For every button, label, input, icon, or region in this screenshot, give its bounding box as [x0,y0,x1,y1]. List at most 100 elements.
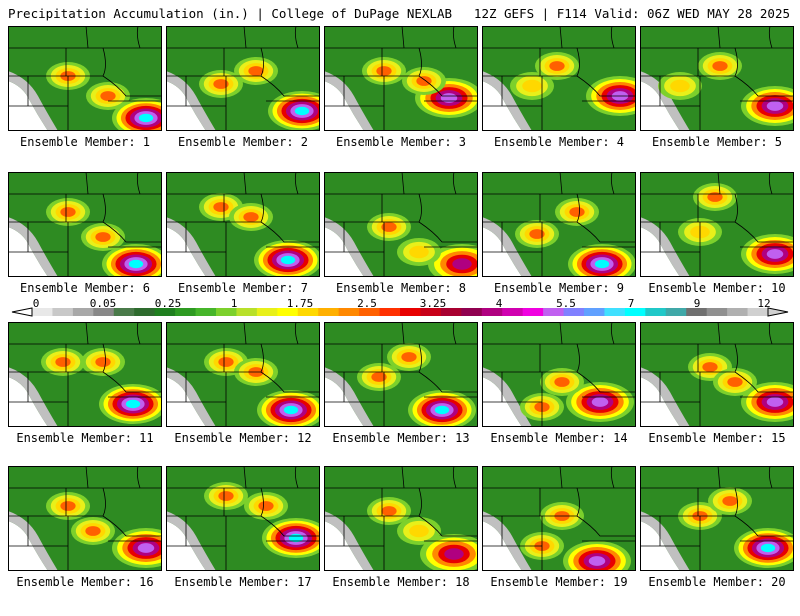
precipitation-map [640,466,794,571]
colorbar-bin [359,308,381,316]
colorbar-bin [236,308,258,316]
ensemble-member-panel: Ensemble Member: 14 [482,322,636,472]
ensemble-member-panel: Ensemble Member: 2 [166,26,320,176]
colorbar-bin [440,308,462,316]
colorbar-bin [277,308,299,316]
colorbar-bin [338,308,360,316]
member-label: Ensemble Member: 5 [651,135,783,149]
colorbar-bin [195,308,217,316]
colorbar-tick-label: 3.25 [419,297,447,310]
member-label: Ensemble Member: 8 [335,281,467,295]
colorbar-bin [522,308,544,316]
colorbar-bin [134,308,156,316]
member-label: Ensemble Member: 20 [648,575,786,589]
colorbar-bin [93,308,115,316]
colorbar-bin [624,308,646,316]
colorbar-bin [154,308,176,316]
colorbar-bin [584,308,605,316]
member-label: Ensemble Member: 13 [332,431,470,445]
precipitation-map [482,466,636,571]
precipitation-map [640,322,794,427]
colorbar-tick-label: 1 [230,297,238,310]
precipitation-map [640,172,794,277]
precipitation-map [8,26,162,131]
colorbar-bin [727,308,749,316]
precipitation-map [482,172,636,277]
ensemble-member-panel: Ensemble Member: 17 [166,466,320,616]
member-label: Ensemble Member: 3 [335,135,467,149]
ensemble-member-panel: Ensemble Member: 10 [640,172,794,322]
ensemble-member-panel: Ensemble Member: 12 [166,322,320,472]
member-label: Ensemble Member: 1 [19,135,151,149]
ensemble-member-panel: Ensemble Member: 6 [8,172,162,322]
precipitation-map [166,172,320,277]
ensemble-member-panel: Ensemble Member: 5 [640,26,794,176]
colorbar-tick-label: 0.05 [89,297,117,310]
ensemble-member-panel: Ensemble Member: 7 [166,172,320,322]
colorbar-tick-label: 5.5 [556,297,576,310]
precipitation-colorbar [11,307,789,317]
ensemble-member-panel: Ensemble Member: 8 [324,172,478,322]
map-title: Precipitation Accumulation (in.) | Colle… [8,6,453,21]
colorbar-bin [32,308,53,316]
precipitation-map [166,26,320,131]
ensemble-member-panel: Ensemble Member: 15 [640,322,794,472]
colorbar-tick-label: 9 [693,297,701,310]
colorbar-bin [52,308,74,316]
ensemble-member-panel: Ensemble Member: 20 [640,466,794,616]
precipitation-map [166,466,320,571]
precipitation-map [8,172,162,277]
colorbar-bin [543,308,565,316]
colorbar-bin [706,308,728,316]
colorbar-bin [481,308,503,316]
colorbar-tick-label: 1.75 [286,297,314,310]
member-label: Ensemble Member: 6 [19,281,151,295]
member-label: Ensemble Member: 2 [177,135,309,149]
member-label: Ensemble Member: 10 [648,281,786,295]
colorbar-bin [72,308,94,316]
colorbar-bin [665,308,687,316]
ensemble-member-panel: Ensemble Member: 18 [324,466,478,616]
member-label: Ensemble Member: 12 [174,431,312,445]
ensemble-member-panel: Ensemble Member: 11 [8,322,162,472]
colorbar-left-arrow [11,307,33,317]
colorbar-bin [563,308,585,316]
colorbar-bin [400,308,421,316]
ensemble-member-panel: Ensemble Member: 9 [482,172,636,322]
member-label: Ensemble Member: 16 [16,575,154,589]
colorbar-bin [604,308,626,316]
colorbar-bin [379,308,401,316]
colorbar-bin [318,308,340,316]
member-label: Ensemble Member: 18 [332,575,470,589]
ensemble-member-panel: Ensemble Member: 13 [324,322,478,472]
colorbar-bin [502,308,524,316]
member-label: Ensemble Member: 19 [490,575,628,589]
ensemble-member-panel: Ensemble Member: 3 [324,26,478,176]
member-label: Ensemble Member: 7 [177,281,309,295]
colorbar-bin [645,308,667,316]
ensemble-member-panel: Ensemble Member: 16 [8,466,162,616]
ensemble-member-panel: Ensemble Member: 19 [482,466,636,616]
colorbar-bin [420,308,442,316]
member-label: Ensemble Member: 14 [490,431,628,445]
member-label: Ensemble Member: 11 [16,431,154,445]
precipitation-map [324,26,478,131]
member-label: Ensemble Member: 17 [174,575,312,589]
ensemble-member-panel: Ensemble Member: 1 [8,26,162,176]
colorbar-bin [747,308,769,316]
colorbar-bin [686,308,708,316]
precipitation-map [640,26,794,131]
precipitation-map [8,322,162,427]
colorbar-tick-label: 12 [757,297,771,310]
precipitation-map [8,466,162,571]
precipitation-map [482,322,636,427]
colorbar-bin [256,308,278,316]
colorbar-tick-label: 4 [495,297,503,310]
precipitation-map [482,26,636,131]
precipitation-map [324,322,478,427]
member-label: Ensemble Member: 9 [493,281,625,295]
colorbar-tick-label: 0.25 [154,297,182,310]
precipitation-map [166,322,320,427]
colorbar-bin [297,308,319,316]
colorbar-tick-label: 7 [627,297,635,310]
